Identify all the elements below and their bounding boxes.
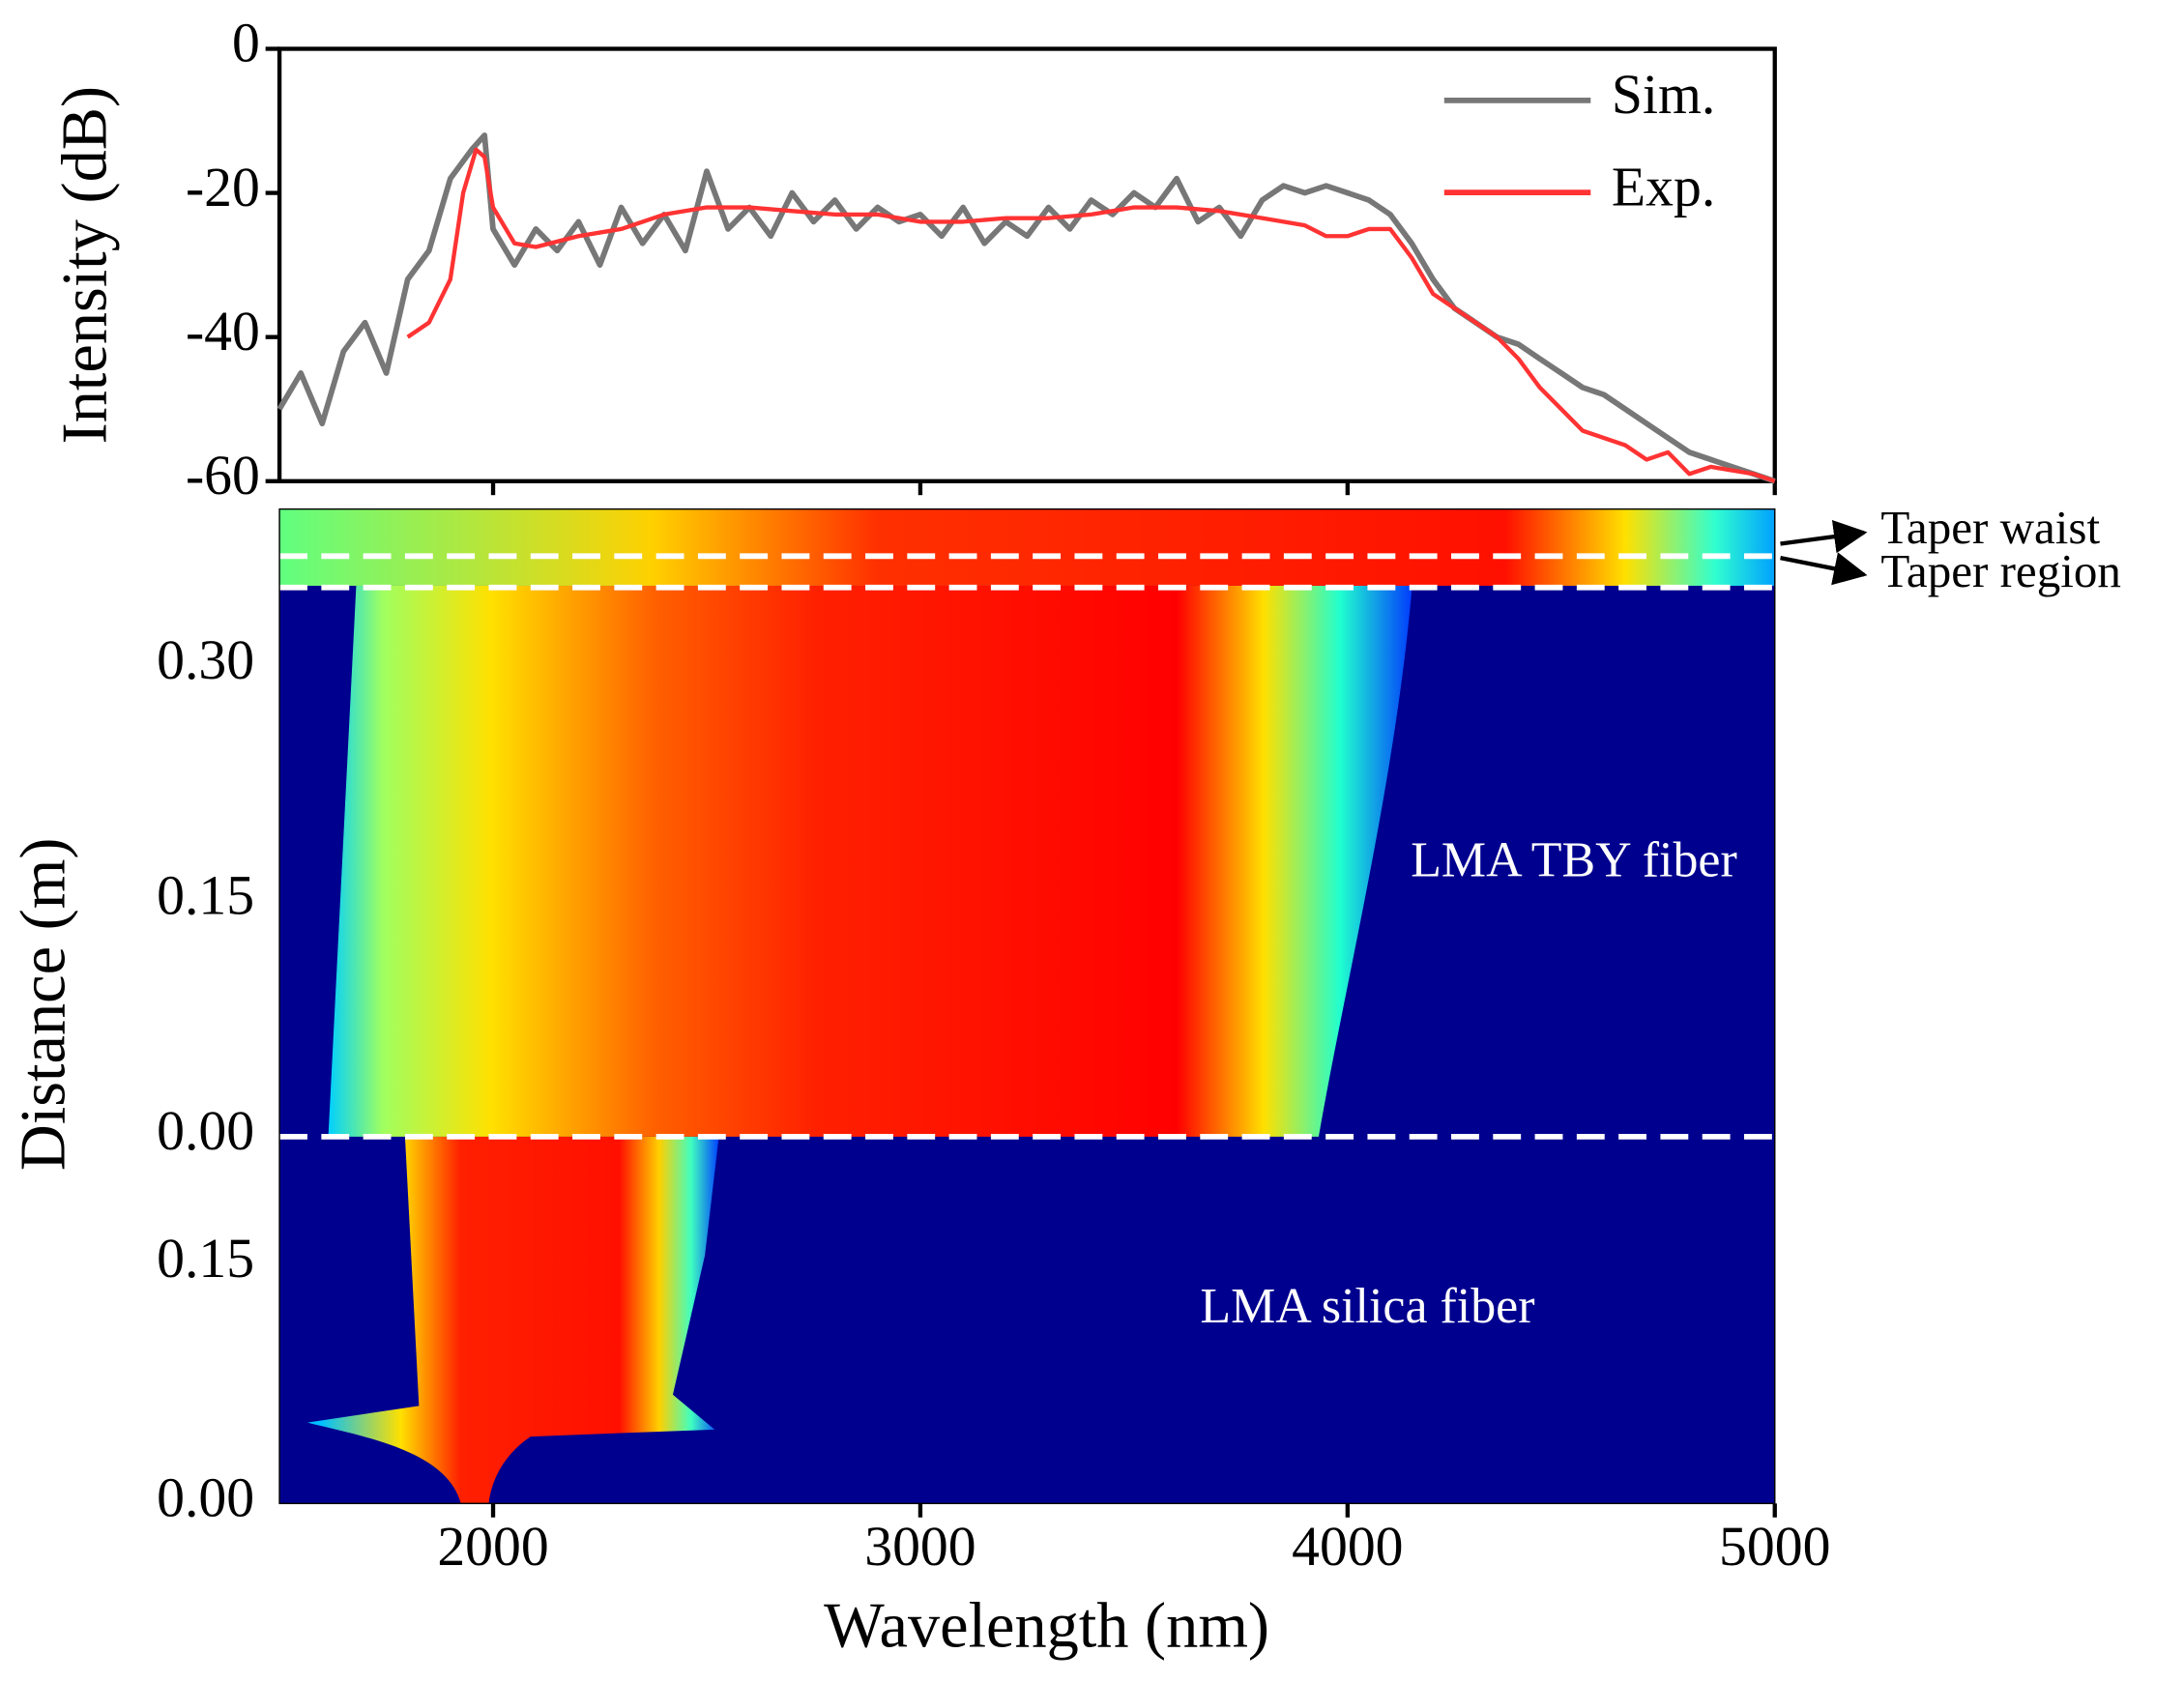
heatmap-image <box>279 508 1775 1504</box>
y-tick-label: 0 <box>232 14 260 74</box>
plot-frame <box>277 46 1777 483</box>
x-axis-title: Wavelength (nm) <box>824 1590 1269 1661</box>
y-tick-label: 0.15 <box>157 866 254 927</box>
y-axis-title: Distance (m) <box>8 838 78 1172</box>
segment-label: LMA TBY fiber <box>1411 832 1737 887</box>
y-tick-label: 0.00 <box>157 1101 254 1162</box>
annotation: Taper region <box>1880 544 2120 597</box>
y-axis-title: Intensity (dB) <box>50 86 121 444</box>
segment-label: LMA silica fiber <box>1200 1279 1534 1334</box>
y-tick-label: 0.00 <box>157 1468 254 1529</box>
annotation: Taper waist <box>1880 501 2100 554</box>
y-tick-label: -40 <box>186 302 260 362</box>
annotation-arrow <box>1780 552 1868 586</box>
y-tick-label: -20 <box>186 158 260 218</box>
x-tick-label: 4000 <box>1292 1517 1403 1578</box>
x-tick-label: 5000 <box>1719 1517 1830 1578</box>
y-tick-label: -60 <box>186 446 260 507</box>
legend-label: Exp. <box>1612 157 1715 218</box>
y-tick-label: 0.30 <box>157 630 254 691</box>
series-line <box>277 132 1776 484</box>
heatmap-frame <box>278 508 1776 1505</box>
x-tick-label: 3000 <box>864 1517 976 1578</box>
y-tick-label: 0.15 <box>157 1229 254 1290</box>
annotation-arrow <box>1780 519 1868 554</box>
series-line <box>406 147 1776 483</box>
x-tick-label: 2000 <box>437 1517 548 1578</box>
legend-label: Sim. <box>1612 65 1715 126</box>
